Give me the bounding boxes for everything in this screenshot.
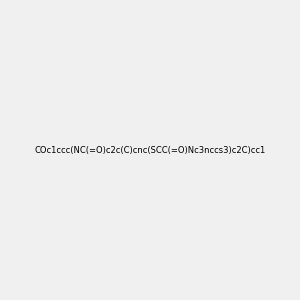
Text: COc1ccc(NC(=O)c2c(C)cnc(SCC(=O)Nc3nccs3)c2C)cc1: COc1ccc(NC(=O)c2c(C)cnc(SCC(=O)Nc3nccs3)… xyxy=(34,146,266,154)
